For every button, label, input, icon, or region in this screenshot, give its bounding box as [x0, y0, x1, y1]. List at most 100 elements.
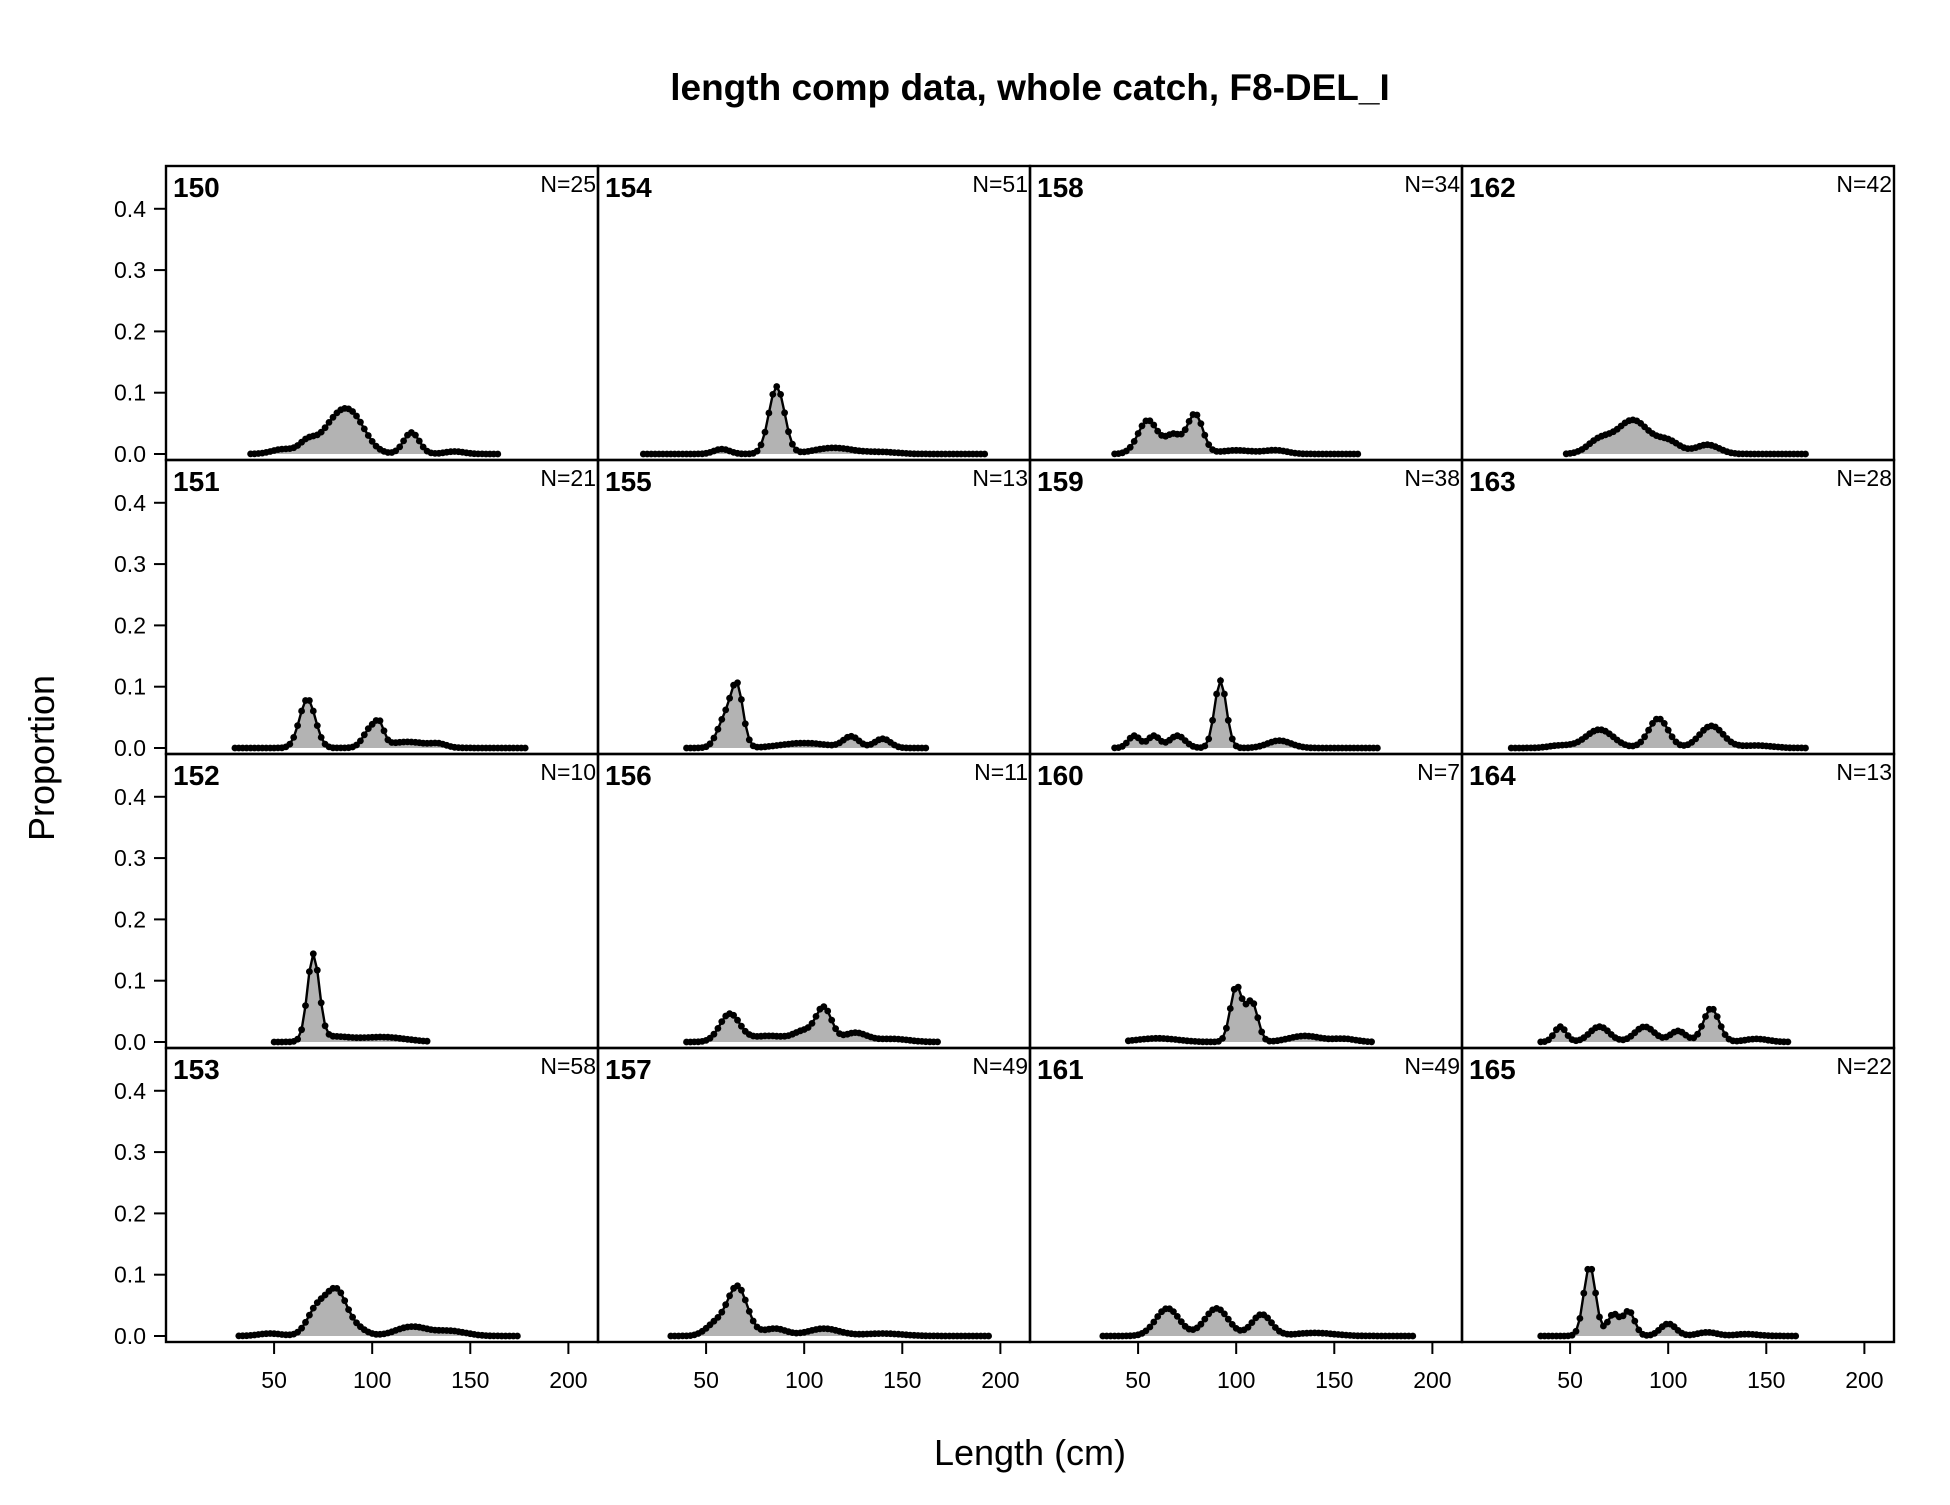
panel-label: 155 — [605, 466, 652, 497]
x-tick-label: 150 — [451, 1367, 489, 1393]
data-point — [738, 1286, 745, 1294]
data-point — [1409, 1332, 1417, 1340]
panel-label: 151 — [173, 466, 220, 497]
panel-155: 155 N=13 — [596, 458, 1032, 756]
data-point — [1228, 735, 1236, 743]
y-tick-label: 0.1 — [114, 380, 146, 406]
data-point — [1181, 426, 1189, 434]
sample-size-label: N=51 — [972, 171, 1028, 197]
y-tick-label: 0.3 — [114, 1139, 146, 1165]
panel-label: 162 — [1469, 172, 1516, 203]
x-tick-label: 50 — [693, 1367, 719, 1393]
panel-157: 157 N=49 50 100 150 200 — [596, 1046, 1032, 1393]
data-point — [309, 707, 317, 715]
data-point — [423, 1037, 431, 1045]
data-point — [934, 1038, 941, 1046]
y-tick-label: 0.3 — [114, 257, 146, 283]
data-point — [309, 950, 317, 958]
data-point — [1560, 1026, 1568, 1034]
x-tick-label: 200 — [981, 1367, 1019, 1393]
sample-size-label: N=13 — [1836, 759, 1892, 785]
x-tick-label: 50 — [1557, 1367, 1583, 1393]
x-tick-label: 200 — [1413, 1367, 1451, 1393]
sample-size-label: N=22 — [1836, 1053, 1892, 1079]
data-point — [1709, 1005, 1717, 1013]
data-point — [1702, 1013, 1709, 1020]
data-point — [306, 968, 313, 975]
data-point — [1250, 1000, 1258, 1008]
data-point — [777, 391, 784, 398]
sample-size-label: N=25 — [540, 171, 596, 197]
data-point — [820, 1003, 828, 1010]
data-point — [1604, 1318, 1611, 1326]
data-point — [313, 722, 321, 729]
data-point — [1784, 1038, 1792, 1046]
data-point — [1792, 1332, 1800, 1340]
data-point — [749, 1317, 757, 1325]
data-point — [706, 740, 714, 748]
data-point — [298, 1026, 305, 1034]
sample-size-label: N=42 — [1836, 171, 1892, 197]
area-fill — [643, 386, 985, 454]
panel-162: 162 N=42 — [1460, 164, 1896, 462]
area-fill — [238, 1288, 518, 1336]
series-line — [643, 383, 985, 456]
data-point — [1649, 720, 1656, 727]
y-axis-label: Proportion — [21, 675, 62, 841]
y-tick-label: 0.4 — [114, 784, 146, 810]
x-tick-label: 200 — [1845, 1367, 1883, 1393]
panel-frame — [596, 458, 1032, 756]
sample-size-label: N=49 — [1404, 1053, 1460, 1079]
panel-frame — [596, 164, 1032, 462]
data-point — [349, 1313, 356, 1321]
data-point — [1244, 1323, 1252, 1331]
data-point — [1217, 677, 1224, 684]
data-point — [1572, 1327, 1580, 1335]
y-tick-label: 0.1 — [114, 968, 146, 994]
data-point — [828, 1016, 836, 1024]
data-point — [1588, 1265, 1596, 1273]
data-point — [808, 1020, 816, 1027]
data-point — [1698, 1023, 1705, 1030]
panel-label: 161 — [1037, 1054, 1084, 1085]
panel-frame — [1460, 164, 1896, 462]
data-point — [1668, 733, 1676, 741]
data-point — [726, 1292, 733, 1300]
data-point — [718, 1018, 726, 1025]
data-point — [812, 1013, 820, 1020]
data-point — [1223, 1024, 1230, 1032]
data-point — [345, 1306, 352, 1313]
y-tick-label: 0.1 — [114, 1262, 146, 1288]
data-point — [1368, 1038, 1375, 1046]
y-tick-label: 0.0 — [114, 441, 146, 467]
y-tick-label: 0.2 — [114, 318, 146, 344]
data-point — [1637, 738, 1645, 746]
area-fill — [1102, 1308, 1413, 1336]
data-point — [1197, 1320, 1205, 1328]
area-fill — [1114, 414, 1358, 454]
data-point — [1138, 422, 1146, 430]
panel-frame — [164, 458, 600, 756]
data-point — [321, 424, 329, 432]
data-point — [1219, 1035, 1226, 1042]
data-point — [317, 428, 325, 436]
data-point — [1656, 715, 1664, 723]
y-tick-label: 0.1 — [114, 674, 146, 700]
area-fill — [1540, 1269, 1796, 1336]
x-tick-label: 100 — [1217, 1367, 1255, 1393]
data-point — [773, 383, 781, 390]
data-point — [722, 1301, 730, 1309]
data-point — [981, 450, 989, 458]
panel-frame — [1460, 752, 1896, 1050]
data-point — [1150, 421, 1158, 429]
data-point — [294, 722, 301, 729]
data-point — [1224, 1315, 1232, 1323]
panel-151: 151 N=21 0.0 0.1 0.2 0.3 0.4 — [114, 458, 600, 761]
data-point — [1248, 1319, 1256, 1326]
data-point — [730, 1011, 737, 1019]
data-point — [1549, 1032, 1556, 1040]
data-point — [298, 707, 305, 715]
panel-frame — [164, 752, 600, 1050]
data-point — [1150, 1318, 1158, 1326]
data-point — [1635, 1326, 1643, 1334]
